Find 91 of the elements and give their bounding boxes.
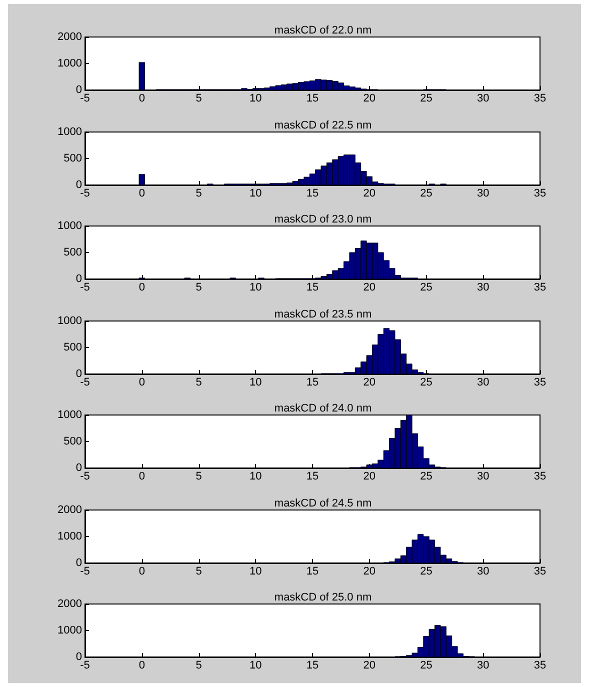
x-tick-label: 35 [534,376,546,388]
y-tick-label: 1000 [58,126,82,138]
x-tick-label: 10 [250,660,262,672]
x-tick-label: 5 [196,660,202,672]
x-tick-label: 25 [420,187,432,199]
x-tick-label: 30 [477,187,490,199]
y-tick-label: 2000 [58,31,82,43]
x-tick-label: 20 [363,92,376,104]
x-tick-label: 5 [196,470,202,482]
x-tick-label: -5 [80,470,90,482]
x-tick-label: 0 [138,470,145,482]
x-tick-label: 30 [477,660,490,672]
y-tick-label: 500 [64,246,82,258]
x-tick-label: 15 [306,376,319,388]
y-tick-label: 1000 [58,58,82,70]
x-tick-label: 5 [196,282,202,294]
y-tick-label: 2000 [58,598,82,610]
y-tick-label: 1000 [58,220,82,232]
x-tick-label: 5 [196,187,202,199]
chart-title: maskCD of 23.0 nm [274,214,372,226]
x-tick-label: 0 [138,376,145,388]
x-tick-label: 20 [363,376,376,388]
x-tick-label: 15 [306,470,319,482]
chart-title: maskCD of 23.5 nm [274,308,372,320]
x-tick-label: 15 [306,187,319,199]
chart-title: maskCD of 24.5 nm [274,497,372,509]
x-tick-label: 0 [138,565,145,577]
x-tick-label: 10 [250,470,262,482]
y-tick-label: 500 [64,152,82,164]
x-tick-label: 20 [363,470,376,482]
y-tick-label: 1000 [58,624,82,636]
x-tick-label: 0 [138,187,145,199]
y-tick-label: 0 [76,368,82,380]
y-tick-label: 0 [76,651,82,663]
x-tick-label: 5 [196,565,202,577]
y-tick-label: 0 [76,462,82,474]
x-tick-label: -5 [80,282,90,294]
x-tick-label: 30 [477,470,490,482]
x-tick-label: 15 [306,565,319,577]
y-tick-label: 500 [64,341,82,353]
x-tick-label: 5 [196,376,202,388]
x-tick-label: 0 [138,660,145,672]
x-tick-label: 20 [363,282,376,294]
x-tick-label: 0 [138,92,145,104]
x-tick-label: 5 [196,92,202,104]
x-tick-label: 35 [534,187,546,199]
x-tick-label: 35 [534,660,546,672]
x-tick-label: 15 [306,92,319,104]
x-tick-label: 30 [477,376,490,388]
x-tick-label: 10 [250,376,262,388]
chart-title: maskCD of 24.0 nm [274,402,372,414]
x-tick-label: 20 [363,660,376,672]
y-tick-label: 1000 [58,530,82,542]
y-tick-label: 2000 [58,504,82,516]
x-tick-label: -5 [80,565,90,577]
x-tick-label: 35 [534,565,546,577]
x-tick-label: -5 [80,92,90,104]
x-tick-label: 35 [534,470,546,482]
y-tick-label: 0 [76,178,82,190]
x-tick-label: 10 [250,92,262,104]
y-tick-label: 0 [76,556,82,568]
y-tick-label: 1000 [58,409,82,421]
x-tick-label: 10 [250,282,262,294]
x-tick-label: 30 [477,565,490,577]
x-tick-label: -5 [80,660,90,672]
x-tick-label: 25 [420,282,432,294]
x-tick-label: 20 [363,187,376,199]
x-tick-label: 35 [534,92,546,104]
chart-title: maskCD of 22.5 nm [274,119,372,131]
x-tick-label: 25 [420,660,432,672]
x-tick-label: 15 [306,282,319,294]
x-tick-label: 30 [477,92,490,104]
x-tick-label: 0 [138,282,145,294]
x-tick-label: -5 [80,187,90,199]
x-tick-label: 15 [306,660,319,672]
x-tick-label: 10 [250,187,262,199]
chart-title: maskCD of 22.0 nm [274,24,372,36]
y-tick-label: 0 [76,273,82,285]
x-tick-label: 25 [420,565,432,577]
x-tick-label: 25 [420,92,432,104]
y-tick-label: 500 [64,436,82,448]
y-tick-label: 0 [76,84,82,96]
x-tick-label: 10 [250,565,262,577]
x-tick-label: 30 [477,282,490,294]
chart-title: maskCD of 25.0 nm [274,592,372,604]
x-tick-label: 25 [420,376,432,388]
x-tick-label: 35 [534,282,546,294]
x-tick-label: 25 [420,470,432,482]
x-tick-label: -5 [80,376,90,388]
x-tick-label: 20 [363,565,376,577]
y-tick-label: 1000 [58,314,82,326]
